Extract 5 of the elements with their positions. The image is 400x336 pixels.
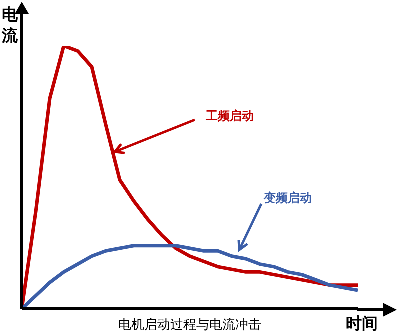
text: 变频启动 (262, 190, 313, 207)
text: 工频启动 (205, 108, 255, 125)
text: 电机启动过程与电流冲击 (118, 317, 262, 334)
x-axis-title: 时间 (346, 314, 378, 335)
y-axis-title: 电流 (1, 4, 19, 46)
